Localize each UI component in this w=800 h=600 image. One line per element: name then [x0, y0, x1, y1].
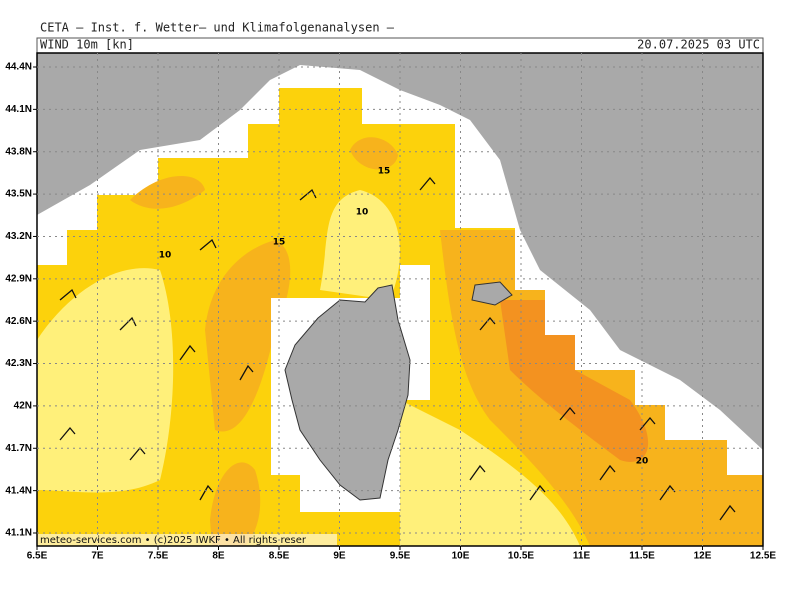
- lat-label: 42N: [14, 401, 32, 412]
- lon-label: 10.5E: [508, 551, 534, 562]
- lat-label: 41.1N: [5, 528, 32, 539]
- wind-barbs: [59, 176, 736, 521]
- wind-moderate: [350, 137, 398, 170]
- footer: meteo-services.com • (c)2025 IWKF • All …: [40, 535, 307, 546]
- corsica: [284, 284, 411, 501]
- valid-time: 20.07.2025 03 UTC: [637, 38, 760, 52]
- lon-label: 9.5E: [390, 551, 411, 562]
- wind-moderate: [205, 240, 291, 432]
- lat-label: 42.6N: [5, 316, 32, 327]
- lon-label: 7.5E: [148, 551, 169, 562]
- lon-label: 12.5E: [750, 551, 776, 562]
- lon-label: 10E: [452, 551, 470, 562]
- wind-light: [37, 268, 174, 493]
- contour-label: 10: [159, 251, 172, 261]
- lat-label: 41.7N: [5, 443, 32, 454]
- lon-label: 11E: [573, 551, 591, 562]
- wind-moderate: [130, 176, 205, 209]
- lat-label: 43.2N: [5, 231, 32, 242]
- lon-label: 11.5E: [629, 551, 655, 562]
- wind-strong: [500, 300, 649, 462]
- wind-moderate: [210, 462, 261, 546]
- lat-label: 43.5N: [5, 189, 32, 200]
- lon-label: 12E: [694, 551, 712, 562]
- lon-label: 6.5E: [27, 551, 48, 562]
- contour-label: 20: [636, 457, 649, 467]
- wind-light: [320, 190, 400, 300]
- lat-label: 44.1N: [5, 104, 32, 115]
- lat-label: 41.4N: [5, 485, 32, 496]
- lon-label: 9E: [333, 551, 346, 562]
- wind-light: [400, 400, 580, 546]
- lat-label: 42.9N: [5, 273, 32, 284]
- product-label: WIND 10m [kn]: [40, 38, 134, 52]
- lon-label: 8E: [212, 551, 225, 562]
- lon-label: 7E: [91, 551, 104, 562]
- lon-label: 8.5E: [269, 551, 290, 562]
- island: [471, 281, 513, 306]
- lat-label: 42.3N: [5, 358, 32, 369]
- lat-label: 44.4N: [5, 62, 32, 73]
- contour-label: 15: [273, 238, 286, 248]
- contour-label: 10: [356, 208, 369, 218]
- footer-bg: [37, 534, 337, 546]
- lat-label: 43.8N: [5, 146, 32, 157]
- contour-label: 15: [378, 167, 391, 177]
- header-title: CETA — Inst. f. Wetter— und Klimafolgena…: [40, 21, 395, 35]
